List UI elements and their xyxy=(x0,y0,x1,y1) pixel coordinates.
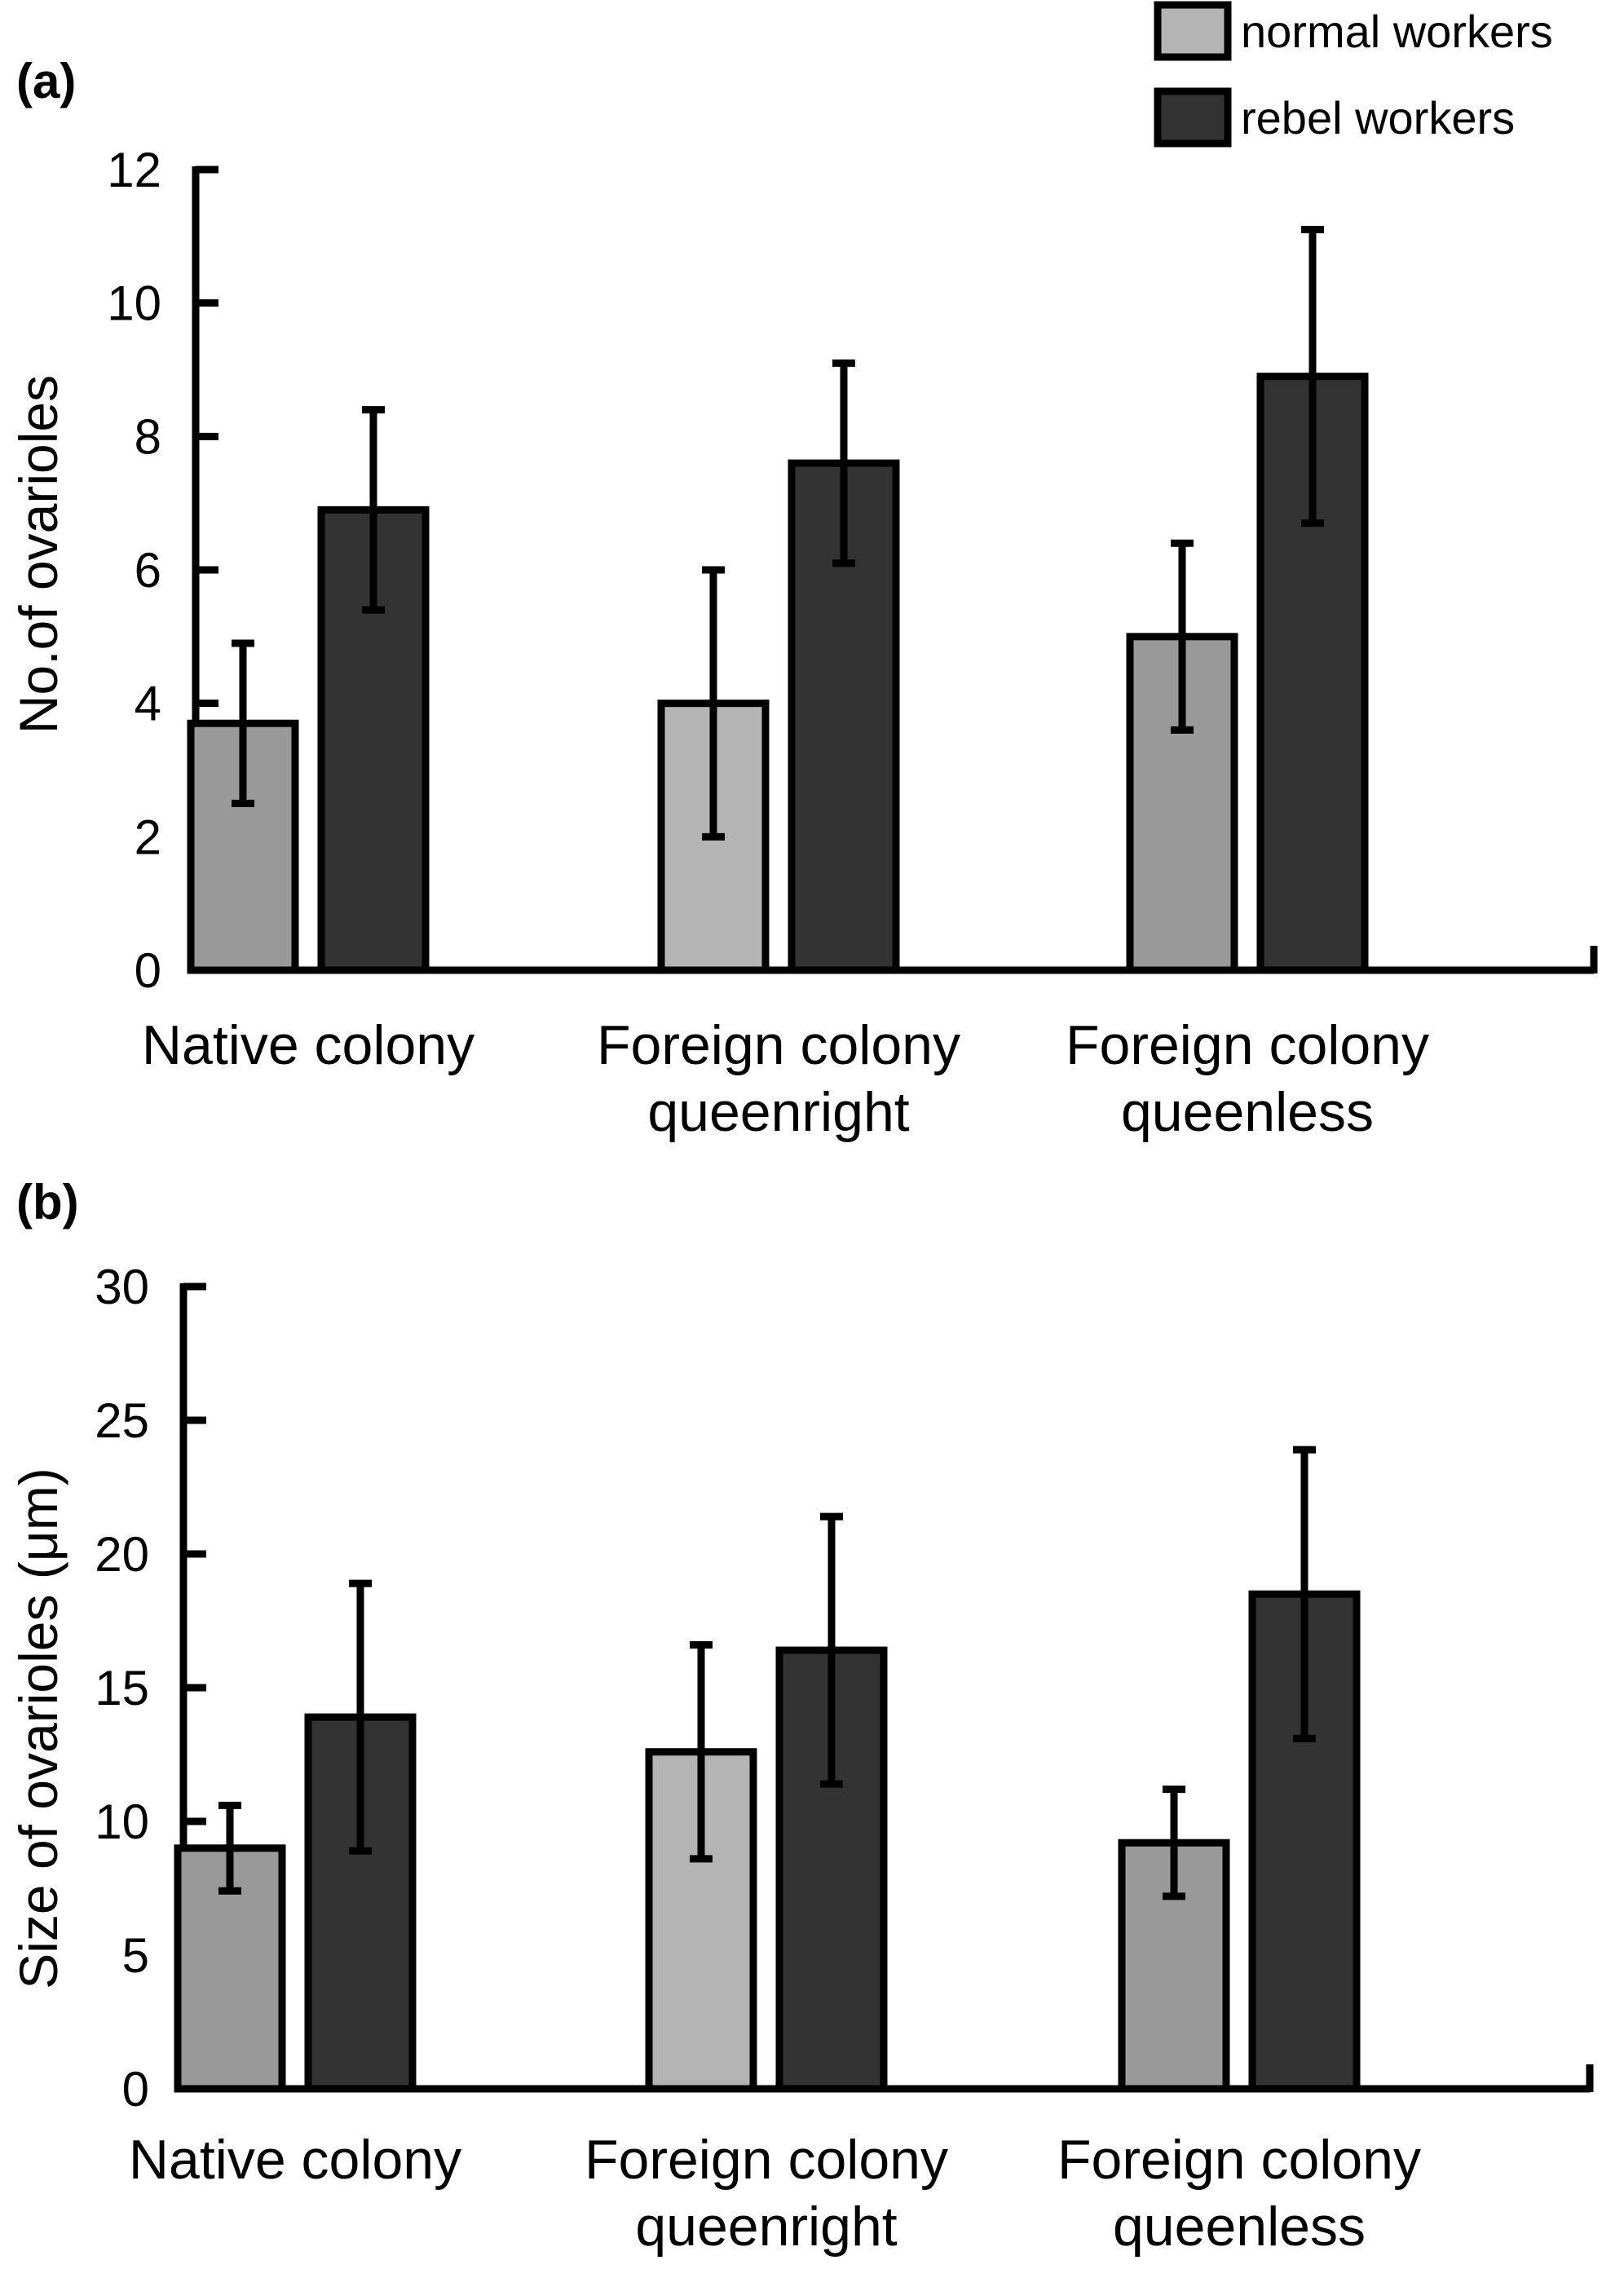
category-label: Foreign colony xyxy=(1057,2129,1421,2191)
category-label: Foreign colony xyxy=(1066,1014,1429,1076)
y-tick-label: 30 xyxy=(95,1260,149,1314)
y-tick-label: 0 xyxy=(122,2062,149,2117)
legend: normal workers rebel workers xyxy=(1154,1,1553,148)
y-tick-label: 5 xyxy=(122,1928,149,1983)
y-tick-label: 4 xyxy=(135,677,161,731)
category-label: Foreign colony xyxy=(597,1014,960,1076)
y-tick-label: 25 xyxy=(95,1393,149,1448)
y-tick-label: 6 xyxy=(135,543,161,598)
y-tick-label: 8 xyxy=(135,409,161,464)
legend-swatch-normal-workers xyxy=(1154,1,1232,61)
y-tick-label: 20 xyxy=(95,1527,149,1582)
category-label: Foreign colony xyxy=(585,2129,948,2191)
y-axis-title: Size of ovarioles (μm) xyxy=(8,1468,68,1989)
y-tick-label: 10 xyxy=(95,1794,149,1849)
y-tick-label: 0 xyxy=(135,943,161,998)
legend-swatch-rebel-workers xyxy=(1154,87,1232,148)
y-tick-label: 2 xyxy=(135,810,161,864)
y-tick-label: 15 xyxy=(95,1661,149,1715)
category-label: queenright xyxy=(647,1081,909,1143)
panel-label: (b) xyxy=(16,1175,79,1229)
y-tick-label: 10 xyxy=(107,276,161,331)
chart-panel-a: (a) No.of ovarioles 0 2 4 6 8 10 12 Native colo… xyxy=(8,54,1598,1143)
category-label: Native colony xyxy=(129,2129,461,2191)
chart-panel-b: (b) Size of ovarioles (μm) 0 5 10 15 20 25 30 N… xyxy=(8,1175,1594,2258)
legend-label-normal-workers: normal workers xyxy=(1241,6,1553,57)
panel-label: (a) xyxy=(16,54,76,108)
category-label: Native colony xyxy=(142,1014,474,1076)
category-label: queenless xyxy=(1121,1081,1374,1143)
category-label: queenright xyxy=(635,2196,897,2258)
legend-label-rebel-workers: rebel workers xyxy=(1241,92,1515,143)
y-tick-label: 12 xyxy=(107,143,161,197)
y-axis-title: No.of ovarioles xyxy=(8,375,68,734)
category-label: queenless xyxy=(1113,2196,1366,2258)
